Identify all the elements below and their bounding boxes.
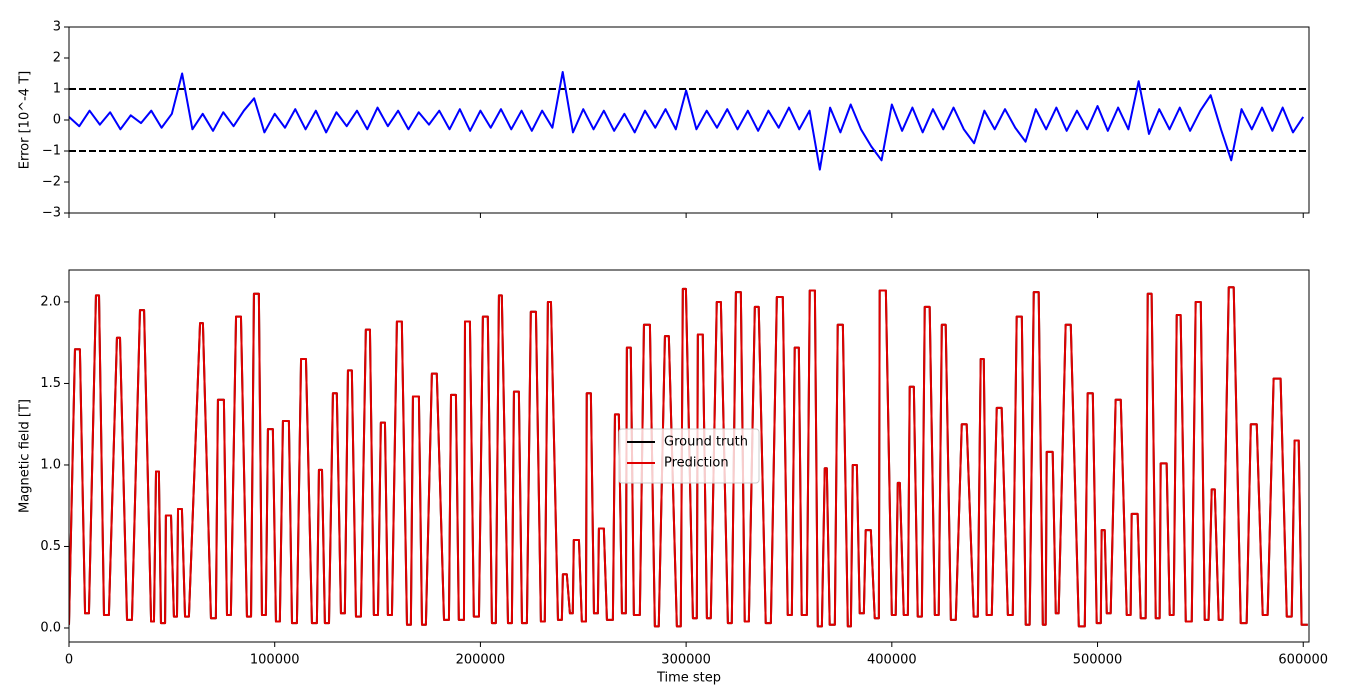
y-tick-label: −1 <box>42 144 61 159</box>
y-tick-label: 1.0 <box>40 457 61 472</box>
x-axis-label: Time step <box>656 671 721 686</box>
y-tick-label: 2.0 <box>40 294 61 309</box>
y-tick-label: −3 <box>42 206 61 221</box>
legend-label: Prediction <box>664 456 729 471</box>
y-tick-label: 0 <box>53 113 61 128</box>
y-tick-label: 3 <box>53 20 61 35</box>
y-tick-label: 2 <box>53 51 61 66</box>
y-tick-label: 1 <box>53 82 61 97</box>
data-line <box>69 286 1308 628</box>
y-axis-label: Error [10^-4 T] <box>18 71 33 169</box>
x-tick-label: 500000 <box>1073 653 1123 668</box>
y-tick-label: 0.5 <box>40 539 61 554</box>
y-axis-label: Magnetic field [T] <box>18 399 33 513</box>
axes-frame <box>68 269 1310 643</box>
y-tick-label: 1.5 <box>40 376 61 391</box>
axes-frame <box>68 26 1310 214</box>
x-tick-label: 100000 <box>250 653 300 668</box>
data-line <box>69 70 1305 171</box>
legend-label: Ground truth <box>664 435 748 450</box>
x-tick-label: 400000 <box>867 653 917 668</box>
y-tick-label: 0.0 <box>40 620 61 635</box>
x-tick-label: 300000 <box>661 653 711 668</box>
x-tick-label: 0 <box>65 653 73 668</box>
x-tick-label: 200000 <box>456 653 506 668</box>
x-tick-label: 600000 <box>1278 653 1328 668</box>
y-tick-label: −2 <box>42 175 61 190</box>
